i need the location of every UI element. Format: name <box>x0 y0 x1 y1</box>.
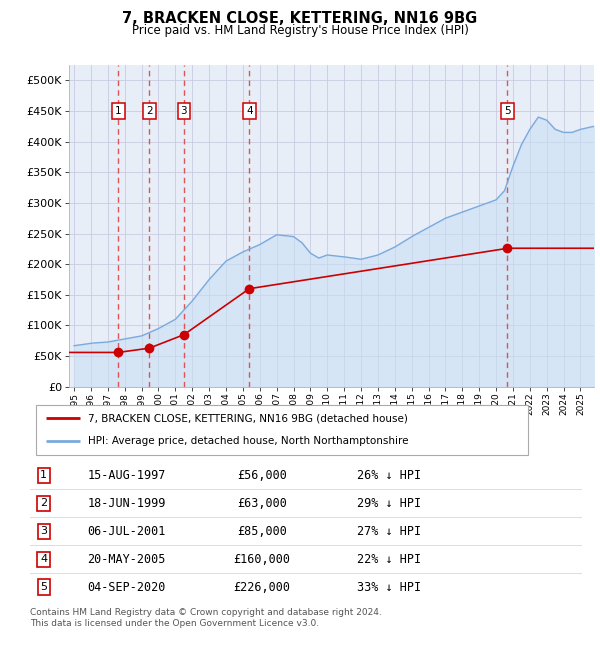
Text: £56,000: £56,000 <box>237 469 287 482</box>
Text: 29% ↓ HPI: 29% ↓ HPI <box>357 497 421 510</box>
Text: 15-AUG-1997: 15-AUG-1997 <box>88 469 166 482</box>
Text: HPI: Average price, detached house, North Northamptonshire: HPI: Average price, detached house, Nort… <box>88 437 408 447</box>
Text: This data is licensed under the Open Government Licence v3.0.: This data is licensed under the Open Gov… <box>30 619 319 628</box>
Text: 3: 3 <box>40 526 47 536</box>
Text: 7, BRACKEN CLOSE, KETTERING, NN16 9BG (detached house): 7, BRACKEN CLOSE, KETTERING, NN16 9BG (d… <box>88 413 407 423</box>
Text: 27% ↓ HPI: 27% ↓ HPI <box>357 525 421 538</box>
Text: 20-MAY-2005: 20-MAY-2005 <box>88 552 166 566</box>
Text: £160,000: £160,000 <box>233 552 290 566</box>
Text: 4: 4 <box>40 554 47 564</box>
Text: Price paid vs. HM Land Registry's House Price Index (HPI): Price paid vs. HM Land Registry's House … <box>131 24 469 37</box>
Text: 3: 3 <box>181 106 187 116</box>
Text: £226,000: £226,000 <box>233 581 290 594</box>
Text: £85,000: £85,000 <box>237 525 287 538</box>
Text: 2: 2 <box>146 106 152 116</box>
Text: 1: 1 <box>40 471 47 480</box>
Text: 4: 4 <box>246 106 253 116</box>
Text: 04-SEP-2020: 04-SEP-2020 <box>88 581 166 594</box>
Text: £63,000: £63,000 <box>237 497 287 510</box>
Text: 06-JUL-2001: 06-JUL-2001 <box>88 525 166 538</box>
FancyBboxPatch shape <box>36 405 528 455</box>
Text: 33% ↓ HPI: 33% ↓ HPI <box>357 581 421 594</box>
Text: 5: 5 <box>40 582 47 592</box>
Text: 5: 5 <box>504 106 511 116</box>
Text: 26% ↓ HPI: 26% ↓ HPI <box>357 469 421 482</box>
Text: Contains HM Land Registry data © Crown copyright and database right 2024.: Contains HM Land Registry data © Crown c… <box>30 608 382 617</box>
Text: 1: 1 <box>115 106 122 116</box>
Text: 18-JUN-1999: 18-JUN-1999 <box>88 497 166 510</box>
Text: 2: 2 <box>40 499 47 508</box>
Text: 7, BRACKEN CLOSE, KETTERING, NN16 9BG: 7, BRACKEN CLOSE, KETTERING, NN16 9BG <box>122 11 478 26</box>
Text: 22% ↓ HPI: 22% ↓ HPI <box>357 552 421 566</box>
